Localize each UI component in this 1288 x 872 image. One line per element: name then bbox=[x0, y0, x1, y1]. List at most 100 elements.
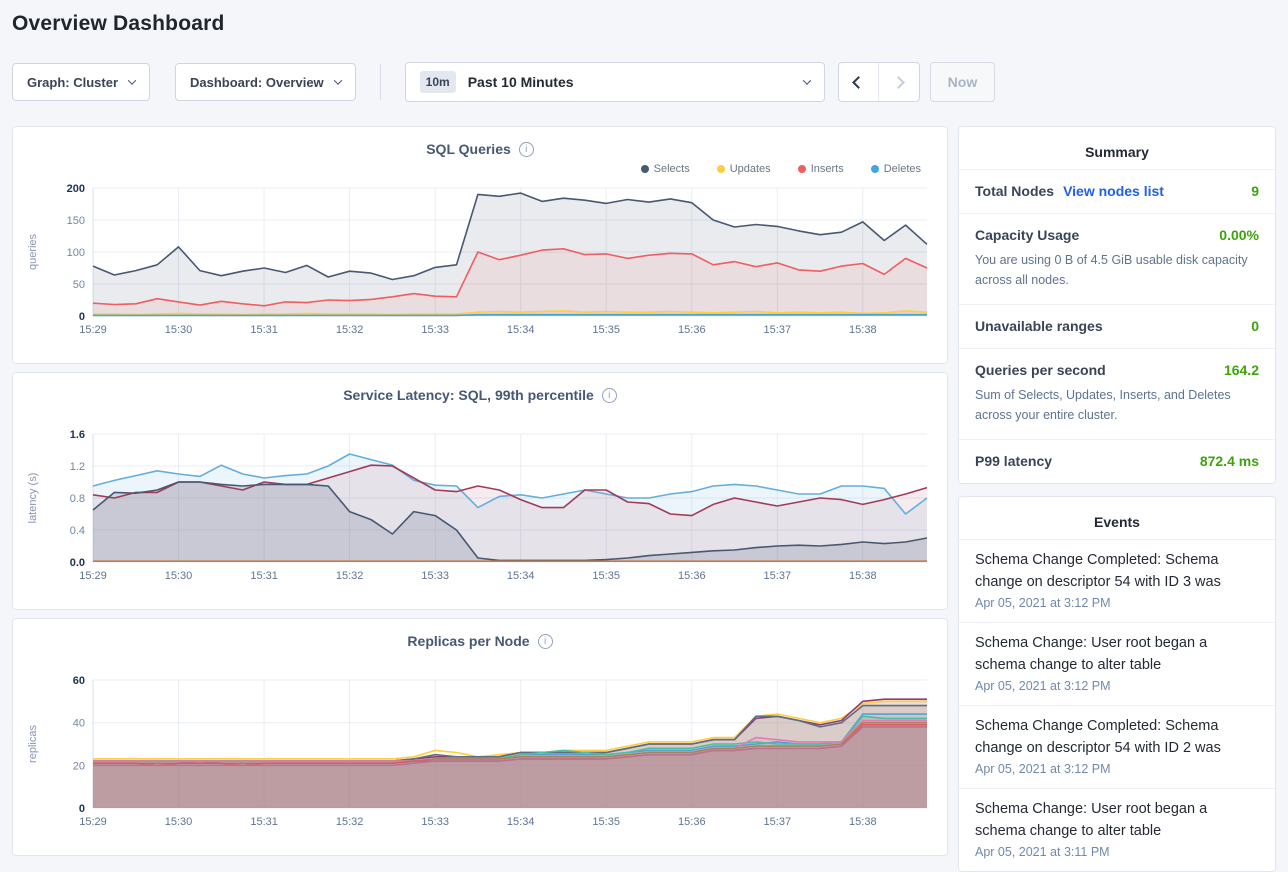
events-list: Schema Change Completed: Schema change o… bbox=[959, 539, 1275, 871]
summary-row-p99: P99 latency 872.4 ms bbox=[959, 439, 1275, 483]
svg-text:1.6: 1.6 bbox=[70, 429, 85, 441]
svg-text:0.0: 0.0 bbox=[70, 557, 85, 569]
event-message: Schema Change: User root began a schema … bbox=[975, 801, 1208, 840]
event-timestamp: Apr 05, 2021 at 3:12 PM bbox=[975, 762, 1111, 777]
summary-heading: Summary bbox=[1085, 144, 1149, 160]
svg-text:0.4: 0.4 bbox=[70, 525, 85, 537]
svg-text:15:35: 15:35 bbox=[592, 816, 620, 828]
toolbar: Graph: Cluster Dashboard: Overview 10m P… bbox=[12, 62, 1276, 102]
page-title: Overview Dashboard bbox=[12, 12, 225, 35]
svg-text:1.2: 1.2 bbox=[70, 461, 85, 473]
svg-text:15:30: 15:30 bbox=[165, 570, 193, 582]
svg-text:40: 40 bbox=[73, 718, 85, 730]
legend-item-selects[interactable]: Selects bbox=[640, 163, 690, 175]
dashboard-dropdown[interactable]: Dashboard: Overview bbox=[175, 63, 356, 101]
svg-text:15:33: 15:33 bbox=[421, 816, 449, 828]
capacity-usage-label: Capacity Usage bbox=[975, 227, 1080, 243]
events-heading: Events bbox=[1094, 514, 1140, 530]
legend-label: Updates bbox=[729, 163, 771, 175]
now-button[interactable]: Now bbox=[929, 62, 996, 102]
time-next-button[interactable] bbox=[879, 63, 919, 101]
info-circle-icon[interactable]: i bbox=[537, 633, 553, 649]
svg-text:0: 0 bbox=[79, 311, 85, 323]
dashboard-dropdown-label: Dashboard: Overview bbox=[190, 74, 324, 90]
svg-text:15:37: 15:37 bbox=[764, 324, 792, 336]
svg-text:15:38: 15:38 bbox=[849, 816, 877, 828]
graph-scope-dropdown[interactable]: Graph: Cluster bbox=[12, 63, 151, 101]
event-timestamp: Apr 05, 2021 at 3:12 PM bbox=[975, 679, 1111, 694]
chevron-left-icon bbox=[851, 75, 865, 89]
svg-text:200: 200 bbox=[67, 183, 85, 195]
p99-latency-label: P99 latency bbox=[975, 453, 1053, 469]
svg-text:15:35: 15:35 bbox=[592, 570, 620, 582]
time-prev-button[interactable] bbox=[839, 63, 879, 101]
svg-text:15:32: 15:32 bbox=[336, 816, 364, 828]
chevron-down-icon bbox=[127, 76, 137, 85]
unavailable-ranges-value: 0 bbox=[1251, 318, 1259, 334]
time-range-select[interactable]: 10m Past 10 Minutes bbox=[404, 62, 825, 102]
main-content: SQL Queries i Selects Updates Inserts Delet… bbox=[12, 126, 1276, 872]
sql-queries-chart[interactable]: 15:29 15:30 15:31 15:32 15:33 15:34 15:35 15:36… bbox=[21, 180, 939, 352]
event-item: Schema Change: User root began a schema … bbox=[959, 788, 1275, 871]
capacity-usage-value: 0.00% bbox=[1219, 227, 1259, 243]
svg-text:15:34: 15:34 bbox=[507, 570, 535, 582]
replicas-per-node-chart-card: Replicas per Node i 15:29 15:30 15:31 15:32… bbox=[12, 618, 948, 856]
toolbar-divider bbox=[379, 64, 381, 100]
service-latency-chart[interactable]: 15:29 15:30 15:31 15:32 15:33 15:34 15:35 15:36… bbox=[21, 426, 939, 598]
replicas-chart-title: Replicas per Node bbox=[407, 633, 530, 649]
legend-label: Inserts bbox=[810, 163, 844, 175]
event-timestamp: Apr 05, 2021 at 3:12 PM bbox=[975, 596, 1111, 611]
svg-text:0.8: 0.8 bbox=[70, 493, 85, 505]
svg-text:15:38: 15:38 bbox=[849, 570, 877, 582]
legend-dot-icon bbox=[797, 165, 806, 173]
summary-row-qps: Queries per second 164.2 Sum of Selects,… bbox=[959, 348, 1275, 439]
chevron-right-icon bbox=[892, 75, 906, 89]
sidebar-column: Summary Total Nodes View nodes list 9 Ca… bbox=[958, 126, 1276, 872]
svg-text:15:38: 15:38 bbox=[849, 324, 877, 336]
svg-text:15:29: 15:29 bbox=[79, 324, 107, 336]
chevron-down-icon bbox=[333, 76, 342, 85]
view-nodes-list-link[interactable]: View nodes list bbox=[1063, 183, 1164, 199]
svg-text:150: 150 bbox=[67, 215, 85, 227]
summary-row-unavailable-ranges: Unavailable ranges 0 bbox=[959, 304, 1275, 348]
svg-text:15:32: 15:32 bbox=[336, 324, 364, 336]
legend-item-deletes[interactable]: Deletes bbox=[870, 163, 921, 175]
svg-text:15:29: 15:29 bbox=[79, 816, 107, 828]
sql-queries-chart-title: SQL Queries bbox=[426, 141, 511, 157]
legend-item-inserts[interactable]: Inserts bbox=[797, 163, 844, 175]
summary-row-capacity: Capacity Usage 0.00% You are using 0 B o… bbox=[959, 213, 1275, 304]
svg-text:15:36: 15:36 bbox=[678, 324, 706, 336]
svg-text:queries: queries bbox=[27, 233, 39, 270]
svg-text:60: 60 bbox=[73, 675, 85, 687]
svg-text:15:33: 15:33 bbox=[421, 570, 449, 582]
info-circle-icon[interactable]: i bbox=[601, 387, 617, 403]
svg-text:15:37: 15:37 bbox=[764, 816, 792, 828]
legend-label: Deletes bbox=[883, 163, 921, 175]
svg-text:15:34: 15:34 bbox=[507, 816, 535, 828]
svg-text:15:31: 15:31 bbox=[250, 816, 278, 828]
sql-queries-legend: Selects Updates Inserts Deletes bbox=[21, 158, 939, 180]
svg-text:15:30: 15:30 bbox=[165, 816, 193, 828]
time-range-badge: 10m bbox=[419, 71, 456, 93]
event-item: Schema Change: User root began a schema … bbox=[959, 622, 1275, 705]
service-latency-chart-title: Service Latency: SQL, 99th percentile bbox=[343, 387, 594, 403]
time-range-label: Past 10 Minutes bbox=[467, 74, 574, 90]
info-circle-icon[interactable]: i bbox=[518, 141, 534, 157]
service-latency-chart-card: Service Latency: SQL, 99th percentile i … bbox=[12, 372, 948, 610]
event-item: Schema Change Completed: Schema change o… bbox=[959, 539, 1275, 622]
page-header: Overview Dashboard bbox=[0, 0, 1288, 36]
sql-queries-chart-card: SQL Queries i Selects Updates Inserts Delet… bbox=[12, 126, 948, 364]
svg-text:15:34: 15:34 bbox=[507, 324, 535, 336]
svg-text:15:30: 15:30 bbox=[165, 324, 193, 336]
svg-text:15:33: 15:33 bbox=[421, 324, 449, 336]
event-message: Schema Change Completed: Schema change o… bbox=[975, 718, 1221, 757]
legend-item-updates[interactable]: Updates bbox=[716, 163, 771, 175]
legend-label: Selects bbox=[653, 163, 690, 175]
events-panel: Events Schema Change Completed: Schema c… bbox=[958, 496, 1276, 872]
p99-latency-value: 872.4 ms bbox=[1199, 453, 1259, 469]
event-timestamp: Apr 05, 2021 at 3:11 PM bbox=[975, 845, 1110, 860]
summary-row-total-nodes: Total Nodes View nodes list 9 bbox=[959, 169, 1275, 213]
replicas-per-node-chart[interactable]: 15:29 15:30 15:31 15:32 15:33 15:34 15:35 15:36… bbox=[21, 672, 939, 844]
charts-column: SQL Queries i Selects Updates Inserts Delet… bbox=[12, 126, 948, 856]
total-nodes-value: 9 bbox=[1251, 183, 1259, 199]
